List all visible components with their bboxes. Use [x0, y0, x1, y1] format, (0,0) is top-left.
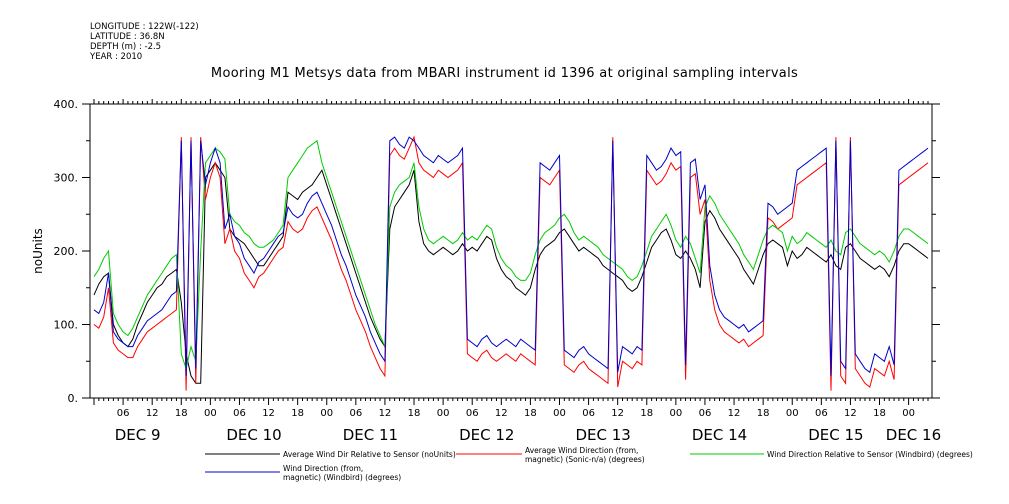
y-tick-label: 300.: [54, 172, 79, 185]
y-tick-label: 0.: [68, 392, 79, 405]
x-hour-label: 00: [553, 408, 566, 419]
x-hour-label: 00: [902, 408, 915, 419]
legend-text: Wind Direction Relative to Sensor (Windb…: [767, 450, 973, 459]
x-day-label: DEC 9: [115, 426, 161, 444]
chart-title: Mooring M1 Metsys data from MBARI instru…: [210, 66, 799, 81]
x-hour-label: 00: [786, 408, 799, 419]
longitude-text: LONGITUDE : 122W(-122): [90, 22, 199, 32]
x-day-label: DEC 12: [459, 426, 514, 444]
x-hour-label: 18: [873, 408, 886, 419]
x-hour-label: 18: [408, 408, 421, 419]
x-hour-label: 18: [524, 408, 537, 419]
x-hour-label: 12: [262, 408, 275, 419]
series-line-3: [93, 136, 929, 376]
legend-text: Average Wind Dir Relative to Sensor (noU…: [283, 450, 456, 459]
depth-text: DEPTH (m) : -2.5: [90, 42, 162, 52]
x-hour-label: 18: [291, 408, 304, 419]
y-tick-label: 200.: [54, 245, 79, 258]
x-hour-label: 12: [728, 408, 741, 419]
x-day-label: DEC 16: [886, 426, 941, 444]
series-line-1: [93, 135, 929, 391]
x-day-label: DEC 15: [808, 426, 863, 444]
y-axis-label: noUnits: [31, 228, 45, 274]
x-day-label: DEC 10: [226, 426, 281, 444]
latitude-text: LATITUDE : 36.8N: [90, 32, 165, 42]
x-hour-label: 06: [349, 408, 362, 419]
metadata-block: LONGITUDE : 122W(-122) LATITUDE : 36.8N …: [90, 22, 199, 62]
x-hour-label: 00: [669, 408, 682, 419]
x-day-label: DEC 13: [575, 426, 630, 444]
plot-layer: [93, 135, 929, 391]
x-hour-label: 12: [844, 408, 857, 419]
year-text: YEAR : 2010: [90, 52, 143, 62]
y-tick-label: 400.: [54, 98, 79, 111]
x-hour-label: 06: [233, 408, 246, 419]
y-tick-label: 100.: [54, 319, 79, 332]
x-hour-label: 06: [466, 408, 479, 419]
plot-frame: [89, 103, 933, 399]
x-hour-label: 18: [175, 408, 188, 419]
x-day-label: DEC 14: [692, 426, 747, 444]
legend-text: magnetic) (Sonic-n/a) (degrees): [525, 455, 645, 464]
x-hour-label: 06: [117, 408, 130, 419]
series-line-2: [93, 139, 929, 371]
legend-layer: Average Wind Dir Relative to Sensor (noU…: [205, 446, 973, 482]
x-hour-label: 06: [582, 408, 595, 419]
x-hour-label: 00: [320, 408, 333, 419]
x-hour-label: 06: [699, 408, 712, 419]
x-hour-label: 00: [204, 408, 217, 419]
legend-text: magnetic) (Windbird) (degrees): [283, 473, 401, 482]
x-hour-label: 18: [640, 408, 653, 419]
x-day-label: DEC 11: [343, 426, 398, 444]
x-hour-label: 00: [437, 408, 450, 419]
x-hour-label: 18: [757, 408, 770, 419]
legend-text: Wind Direction (from,: [283, 464, 363, 473]
x-hour-label: 12: [611, 408, 624, 419]
axes-layer: 0. 100. 200. 300. 400. 06 12 18 00 06 12 18 00 06 12 18…: [54, 98, 942, 444]
x-hour-label: 12: [146, 408, 159, 419]
x-hour-label: 12: [495, 408, 508, 419]
series-line-0: [93, 161, 929, 384]
legend-text: Average Wind Direction (from,: [525, 446, 638, 455]
x-hour-label: 12: [379, 408, 392, 419]
x-hour-label: 06: [815, 408, 828, 419]
